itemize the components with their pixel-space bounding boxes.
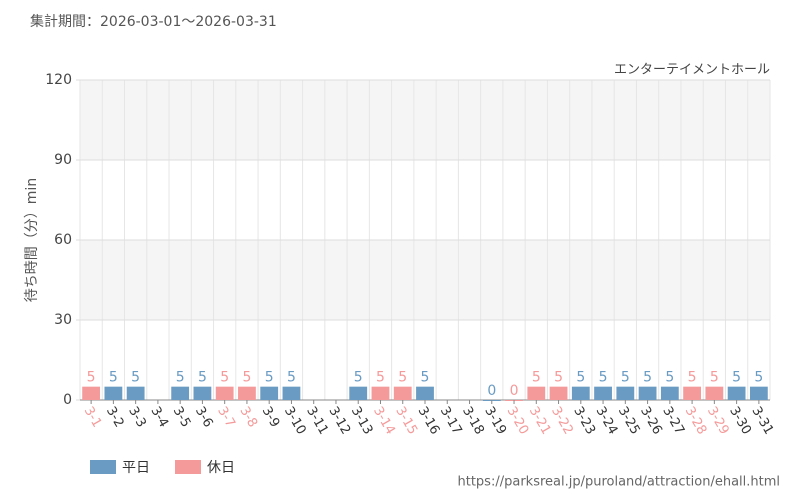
x-tick-label: 3-17 <box>437 404 465 437</box>
value-label: 5 <box>176 370 185 386</box>
y-tick-label: 90 <box>54 152 72 168</box>
value-label: 5 <box>643 370 652 386</box>
value-label: 5 <box>554 370 563 386</box>
value-label: 5 <box>198 370 207 386</box>
bar <box>638 386 657 400</box>
bar <box>527 386 546 400</box>
bar <box>171 386 190 400</box>
x-tick-label: 3-22 <box>548 404 576 437</box>
x-tick-label: 3-10 <box>281 404 309 437</box>
value-label: 5 <box>131 370 140 386</box>
x-tick-label: 3-14 <box>370 404 398 437</box>
legend-swatch <box>90 460 116 474</box>
x-tick-label: 3-21 <box>526 404 554 437</box>
value-label: 5 <box>421 370 430 386</box>
y-tick-label: 0 <box>63 392 72 408</box>
value-label: 5 <box>532 370 541 386</box>
value-label: 0 <box>487 383 496 399</box>
bar <box>571 386 590 400</box>
x-tick-label: 3-15 <box>392 404 420 437</box>
value-label: 5 <box>576 370 585 386</box>
bar <box>393 386 412 400</box>
x-tick-label: 3-30 <box>726 404 754 437</box>
x-tick-label: 3-25 <box>615 404 643 437</box>
x-tick-label: 3-9 <box>259 404 283 430</box>
x-tick-label: 3-20 <box>504 404 532 437</box>
bar <box>549 386 568 400</box>
x-tick-label: 3-29 <box>704 404 732 437</box>
x-tick-label: 3-18 <box>459 404 487 437</box>
bar <box>260 386 279 400</box>
x-tick-label: 3-24 <box>593 404 621 437</box>
x-tick-label: 3-11 <box>303 404 331 437</box>
x-tick-label: 3-4 <box>147 404 171 430</box>
y-tick-label: 30 <box>54 312 72 328</box>
x-tick-label: 3-2 <box>103 404 127 430</box>
x-tick-label: 3-3 <box>125 404 149 430</box>
x-tick-label: 3-26 <box>637 404 665 437</box>
value-label: 5 <box>287 370 296 386</box>
x-tick-label: 3-13 <box>348 404 376 437</box>
value-label: 5 <box>220 370 229 386</box>
value-label: 5 <box>242 370 251 386</box>
value-label: 5 <box>376 370 385 386</box>
x-tick-label: 3-8 <box>236 404 260 430</box>
bar <box>616 386 635 400</box>
bar <box>683 386 701 400</box>
x-tick-label: 3-28 <box>682 404 710 437</box>
bar <box>416 386 434 400</box>
x-tick-label: 3-1 <box>81 404 105 430</box>
bar <box>104 386 123 400</box>
bar <box>82 386 101 400</box>
value-label: 5 <box>754 370 763 386</box>
plot-band <box>80 80 770 160</box>
bar <box>126 386 145 400</box>
chart-title: 集計期間：2026-03-01～2026-03-31 <box>30 13 277 30</box>
legend-label: 休日 <box>207 460 235 476</box>
bar <box>215 386 234 400</box>
plot-band <box>80 240 770 320</box>
value-label: 5 <box>109 370 118 386</box>
value-label: 5 <box>87 370 96 386</box>
value-label: 5 <box>665 370 674 386</box>
bar <box>371 386 390 400</box>
x-tick-label: 3-27 <box>659 404 687 437</box>
bar <box>238 386 256 400</box>
bar <box>660 386 679 400</box>
x-tick-label: 3-7 <box>214 404 238 430</box>
bar <box>727 386 746 400</box>
bar <box>193 386 212 400</box>
bar <box>282 386 301 400</box>
value-label: 5 <box>599 370 608 386</box>
x-tick-label: 3-5 <box>170 404 194 430</box>
chart-subtitle: エンターテイメントホール <box>614 63 770 78</box>
x-tick-label: 3-6 <box>192 404 216 430</box>
y-tick-label: 60 <box>54 232 72 248</box>
legend-label: 平日 <box>122 460 150 476</box>
value-label: 5 <box>354 370 363 386</box>
bar <box>349 386 368 400</box>
value-label: 5 <box>732 370 741 386</box>
value-label: 5 <box>710 370 719 386</box>
value-label: 5 <box>398 370 407 386</box>
value-label: 5 <box>621 370 630 386</box>
source-url: https://parksreal.jp/puroland/attraction… <box>458 475 781 490</box>
value-label: 0 <box>510 383 519 399</box>
x-tick-label: 3-23 <box>570 404 598 437</box>
legend-swatch <box>175 460 201 474</box>
x-tick-label: 3-19 <box>481 404 509 437</box>
x-tick-label: 3-31 <box>748 404 776 437</box>
x-tick-label: 3-16 <box>415 404 443 437</box>
y-tick-label: 120 <box>45 72 72 88</box>
value-label: 5 <box>688 370 697 386</box>
bar <box>749 386 768 400</box>
bar <box>705 386 724 400</box>
value-label: 5 <box>265 370 274 386</box>
y-axis-label: 待ち時間（分）min <box>24 178 40 302</box>
bar <box>594 386 612 400</box>
x-tick-label: 3-12 <box>325 404 353 437</box>
